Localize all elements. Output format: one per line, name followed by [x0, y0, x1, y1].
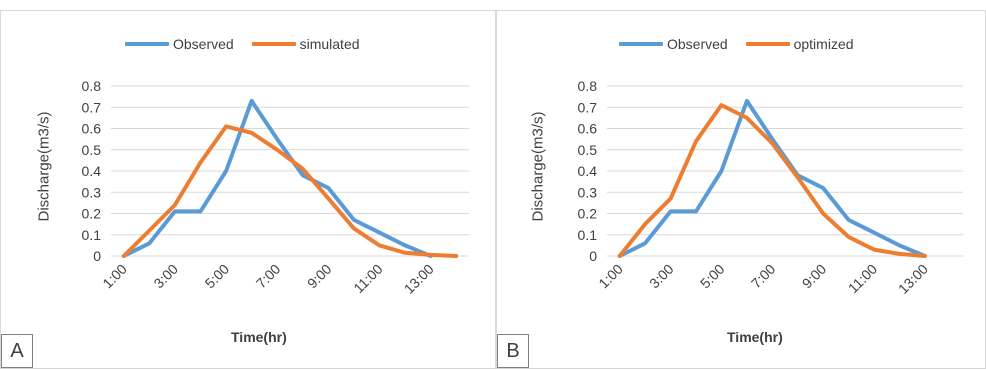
panel-label: B [497, 334, 529, 368]
y-tick-label: 0.8 [578, 78, 598, 94]
legend-item-observed: Observed [125, 36, 234, 52]
y-tick-label: 0 [589, 248, 597, 264]
x-tick-label: 13:00 [401, 261, 437, 297]
x-axis-title: Time(hr) [727, 329, 783, 345]
x-tick-label: 7:00 [748, 261, 779, 292]
y-tick-label: 0.4 [578, 163, 598, 179]
legend-item-simulated: simulated [252, 36, 360, 52]
legend-item-optimized: optimized [746, 36, 854, 52]
y-tick-label: 0.4 [82, 163, 102, 179]
y-tick-label: 0.2 [82, 206, 102, 222]
y-axis-title: Discharge(m3/s) [36, 112, 53, 222]
y-tick-label: 0.7 [82, 99, 102, 115]
x-tick-label: 1:00 [595, 261, 626, 292]
y-tick-label: 0.3 [578, 184, 598, 200]
legend-swatch-optimized [746, 42, 790, 46]
legend-label-optimized: optimized [794, 36, 854, 52]
y-tick-label: 0.6 [578, 121, 598, 137]
x-tick-label: 11:00 [350, 261, 386, 297]
x-tick-label: 11:00 [845, 261, 881, 297]
y-tick-label: 0.3 [82, 184, 102, 200]
x-tick-label: 3:00 [150, 261, 181, 292]
legend-swatch-observed [619, 42, 663, 46]
x-tick-label: 5:00 [202, 261, 233, 292]
legend: Observed simulated [125, 33, 374, 52]
chart-panel-a: 0 0.1 0.2 0.3 0.4 0.5 0.6 0.7 0.8 1:00 3:00 5:00 7:0… [0, 10, 496, 369]
x-tick-label: 7:00 [253, 261, 284, 292]
chart-plot-b: 0 0.1 0.2 0.3 0.4 0.5 0.6 0.7 0.8 1:00 3:00 5:00 7:0… [497, 11, 986, 370]
x-tick-label: 3:00 [646, 261, 677, 292]
legend-label-observed: Observed [667, 36, 728, 52]
legend-item-observed: Observed [619, 36, 728, 52]
legend-label-observed: Observed [173, 36, 234, 52]
series-line-observed [620, 101, 925, 256]
legend-label-simulated: simulated [300, 36, 360, 52]
y-tick-label: 0.1 [578, 227, 598, 243]
y-tick-label: 0.1 [82, 227, 102, 243]
y-tick-label: 0.5 [82, 142, 102, 158]
y-tick-label: 0.2 [578, 206, 598, 222]
series-line-observed [124, 101, 431, 256]
chart-plot-a: 0 0.1 0.2 0.3 0.4 0.5 0.6 0.7 0.8 1:00 3:00 5:00 7:0… [1, 11, 497, 370]
y-tick-label: 0.8 [82, 78, 102, 94]
legend-swatch-observed [125, 42, 169, 46]
legend-swatch-simulated [252, 42, 296, 46]
y-axis-title: Discharge(m3/s) [530, 112, 547, 222]
chart-panel-b: 0 0.1 0.2 0.3 0.4 0.5 0.6 0.7 0.8 1:00 3:00 5:00 7:0… [496, 10, 986, 369]
x-tick-label: 9:00 [304, 261, 335, 292]
y-tick-label: 0.6 [82, 121, 102, 137]
x-tick-label: 5:00 [697, 261, 728, 292]
series-line-simulated [124, 126, 456, 256]
legend: Observed optimized [619, 33, 868, 52]
y-tick-label: 0.5 [578, 142, 598, 158]
panel-label: A [1, 334, 33, 368]
y-tick-label: 0.7 [578, 99, 598, 115]
x-tick-label: 1:00 [99, 261, 130, 292]
x-tick-label: 13:00 [895, 261, 931, 297]
y-tick-label: 0 [93, 248, 101, 264]
x-tick-label: 9:00 [799, 261, 830, 292]
x-axis-title: Time(hr) [231, 329, 287, 345]
